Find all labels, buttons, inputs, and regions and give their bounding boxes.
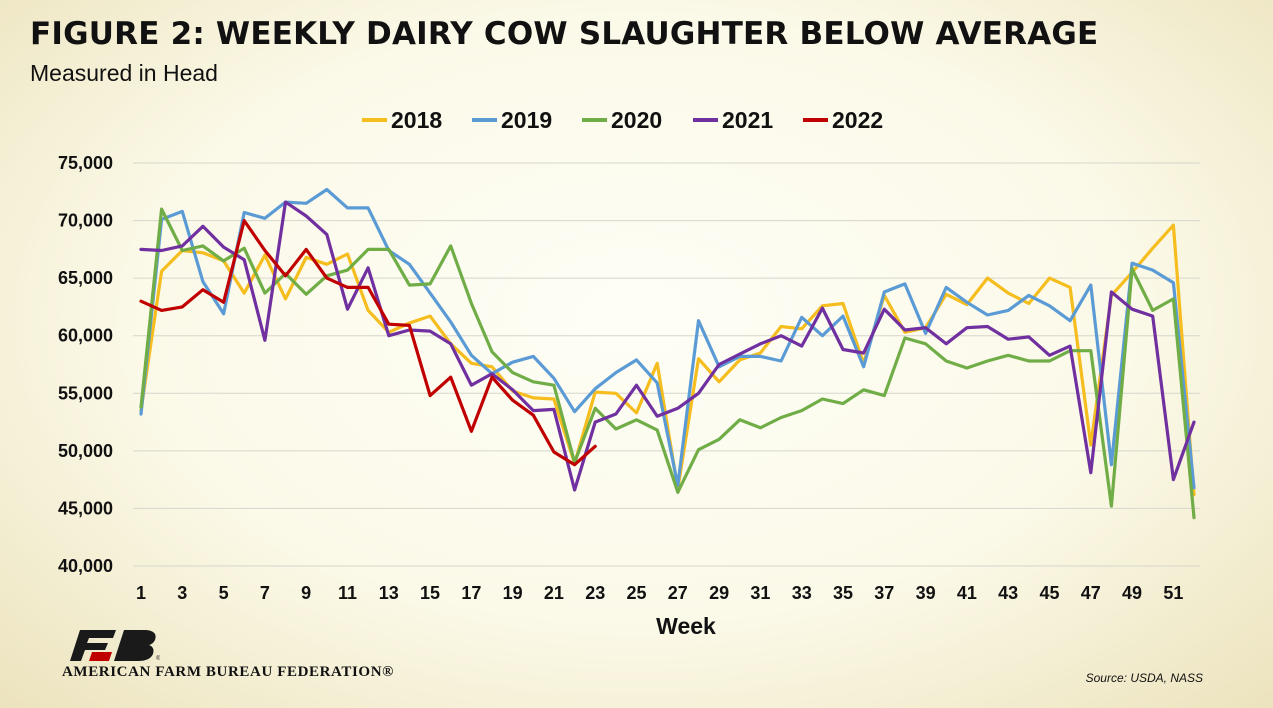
x-tick-label: 7 <box>260 583 270 603</box>
x-tick-label: 23 <box>585 583 605 603</box>
legend-item-2020: 2020 <box>582 107 662 133</box>
x-tick-label: 35 <box>833 583 853 603</box>
x-tick-label: 29 <box>709 583 729 603</box>
chart-subtitle: Measured in Head <box>30 60 218 86</box>
y-tick-label: 75,000 <box>58 153 113 173</box>
x-tick-label: 13 <box>379 583 399 603</box>
x-tick-label: 49 <box>1122 583 1142 603</box>
x-tick-label: 41 <box>957 583 977 603</box>
x-tick-label: 5 <box>219 583 229 603</box>
x-tick-label: 25 <box>627 583 647 603</box>
legend-label: 2020 <box>611 107 662 133</box>
series-line-2020 <box>139 207 1196 520</box>
series-2021 <box>139 200 1196 492</box>
x-tick-label: 33 <box>792 583 812 603</box>
y-tick-label: 50,000 <box>58 441 113 461</box>
x-tick-label: 19 <box>503 583 523 603</box>
x-tick-label: 45 <box>1039 583 1059 603</box>
x-tick-label: 51 <box>1163 583 1183 603</box>
series-2020 <box>139 207 1196 520</box>
legend-label: 2018 <box>391 107 442 133</box>
x-tick-label: 43 <box>998 583 1018 603</box>
x-tick-label: 17 <box>461 583 481 603</box>
fb-logo-icon: ® <box>70 630 160 662</box>
x-tick-label: 11 <box>338 583 357 603</box>
x-tick-label: 3 <box>177 583 187 603</box>
x-tick-label: 31 <box>750 583 770 603</box>
org-name: AMERICAN FARM BUREAU FEDERATION® <box>62 664 394 680</box>
x-tick-label: 15 <box>420 583 440 603</box>
y-tick-label: 60,000 <box>58 326 113 346</box>
chart-title: FIGURE 2: WEEKLY DAIRY COW SLAUGHTER BEL… <box>30 16 1099 52</box>
x-tick-label: 37 <box>874 583 894 603</box>
series-2022 <box>139 219 597 467</box>
series-2019 <box>139 187 1196 490</box>
legend-item-2022: 2022 <box>803 107 883 133</box>
x-tick-label: 1 <box>136 583 146 603</box>
x-tick-label: 9 <box>301 583 311 603</box>
x-axis-label: Week <box>656 613 716 639</box>
x-tick-label: 39 <box>916 583 936 603</box>
y-tick-label: 65,000 <box>58 268 113 288</box>
svg-text:®: ® <box>156 655 160 662</box>
y-tick-label: 55,000 <box>58 383 113 403</box>
y-tick-label: 45,000 <box>58 498 113 518</box>
legend-item-2019: 2019 <box>472 107 552 133</box>
x-tick-label: 27 <box>668 583 688 603</box>
legend-label: 2019 <box>501 107 552 133</box>
x-tick-label: 21 <box>544 583 564 603</box>
series-line-2022 <box>139 219 597 467</box>
series-line-2019 <box>139 187 1196 490</box>
legend-label: 2022 <box>832 107 883 133</box>
legend-item-2018: 2018 <box>362 107 442 133</box>
legend-label: 2021 <box>722 107 773 133</box>
y-tick-label: 40,000 <box>58 556 113 576</box>
legend-item-2021: 2021 <box>693 107 773 133</box>
y-tick-label: 70,000 <box>58 211 113 231</box>
x-tick-label: 47 <box>1081 583 1101 603</box>
source-note: Source: USDA, NASS <box>1085 671 1203 685</box>
series-line-2021 <box>139 200 1196 492</box>
